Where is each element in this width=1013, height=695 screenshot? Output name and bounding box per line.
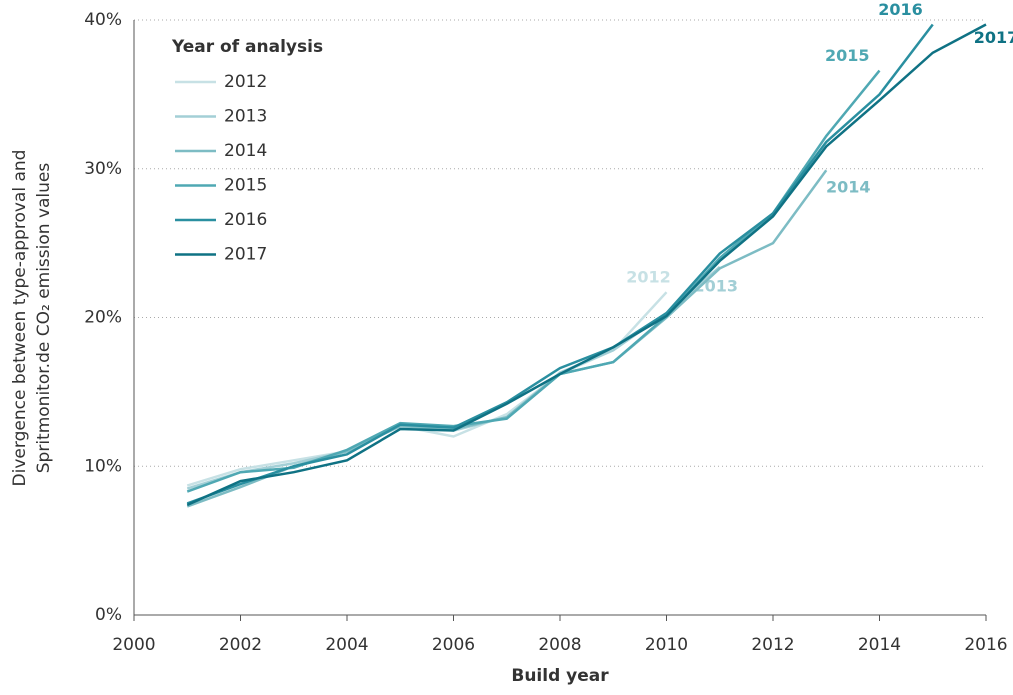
series-end-label: 2014: [826, 178, 871, 197]
x-axis-label: Build year: [511, 666, 609, 686]
x-tick-label: 2014: [858, 635, 901, 655]
series-line: [186, 69, 881, 493]
series-end-label: 2017: [974, 28, 1013, 47]
legend-label: 2014: [224, 141, 267, 161]
y-tick-label: 10%: [84, 456, 122, 476]
series-line: [186, 23, 987, 507]
x-tick-label: 2012: [751, 635, 794, 655]
series-end-label: 2016: [878, 0, 923, 19]
legend-label: 2015: [224, 176, 267, 196]
legend-label: 2016: [224, 210, 267, 230]
x-tick-label: 2002: [219, 635, 262, 655]
y-axis-label: Spritmonitor.de CO₂ emission values: [34, 163, 54, 474]
x-tick-label: 2010: [645, 635, 688, 655]
x-tick-label: 2000: [112, 635, 155, 655]
legend-label: 2017: [224, 245, 267, 265]
series-line: [186, 169, 828, 508]
series-line: [186, 265, 721, 490]
x-tick-label: 2004: [325, 635, 368, 655]
y-tick-label: 30%: [84, 159, 122, 179]
y-tick-label: 40%: [84, 10, 122, 30]
x-tick-label: 2016: [964, 635, 1007, 655]
legend-label: 2012: [224, 72, 267, 92]
series-end-label: 2012: [626, 268, 671, 287]
legend-label: 2013: [224, 107, 267, 127]
y-tick-label: 20%: [84, 308, 122, 328]
series-end-label: 2015: [825, 46, 870, 65]
x-tick-label: 2006: [432, 635, 475, 655]
series-line: [186, 23, 934, 505]
y-tick-label: 0%: [95, 605, 122, 625]
y-axis-label: Divergence between type-approval and: [10, 150, 30, 487]
legend-title: Year of analysis: [171, 37, 323, 57]
x-tick-label: 2008: [538, 635, 581, 655]
series-line: [186, 291, 668, 487]
